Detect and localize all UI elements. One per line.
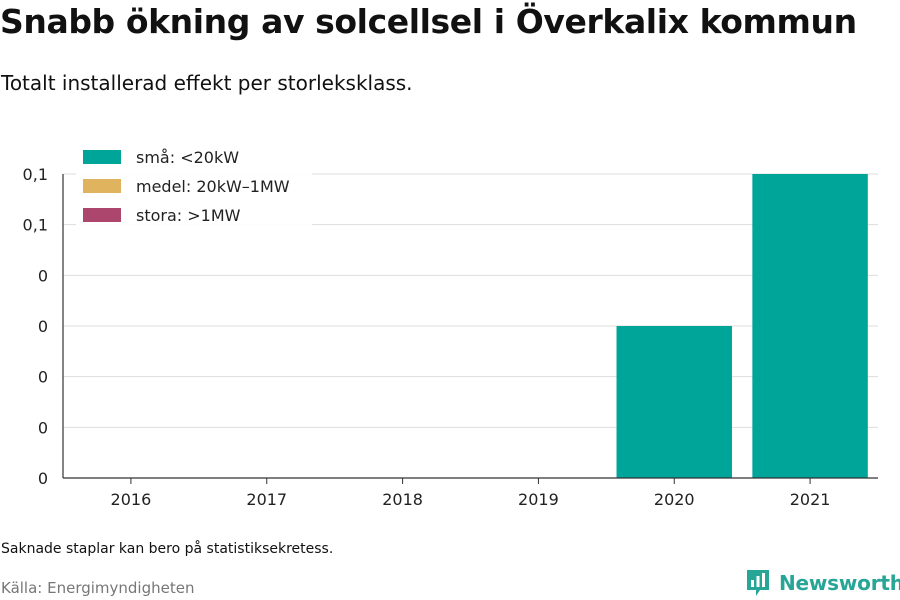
- newsworthy-logo-icon: [747, 570, 769, 596]
- y-tick-label: 0: [38, 368, 48, 387]
- y-tick-label: 0: [38, 266, 48, 285]
- brand-logo: Newsworthy: [745, 567, 900, 599]
- x-tick-label: 2016: [111, 490, 152, 509]
- brand-name: Newsworthy: [779, 571, 900, 595]
- y-tick-label: 0: [38, 418, 48, 437]
- legend-label: stora: >1MW: [136, 206, 241, 225]
- chart-title: Snabb ökning av solcellsel i Överkalix k…: [0, 2, 857, 41]
- legend-swatch: [83, 150, 121, 164]
- legend-swatch: [83, 208, 121, 222]
- y-tick-label: 0: [38, 317, 48, 336]
- chart-subtitle: Totalt installerad effekt per storlekskl…: [1, 71, 413, 95]
- footnote: Saknade staplar kan bero på statistiksek…: [1, 541, 334, 557]
- bars: [616, 174, 868, 478]
- x-tick-label: 2021: [790, 490, 831, 509]
- bar: [616, 326, 732, 478]
- axes: 0 0 0 0 0 0,1 0,1 2016 2017 2018 2019 2020 2021: [23, 165, 878, 509]
- legend: små: <20kW medel: 20kW–1MW stora: >1MW: [76, 142, 312, 228]
- x-tick-label: 2020: [654, 490, 695, 509]
- x-tick-label: 2019: [518, 490, 559, 509]
- legend-label: medel: 20kW–1MW: [136, 177, 290, 196]
- x-tick-label: 2018: [382, 490, 423, 509]
- bar-chart: 0 0 0 0 0 0,1 0,1 2016 2017 2018 2019 2020 2021 små:…: [22, 142, 878, 509]
- legend-label: små: <20kW: [136, 148, 239, 167]
- bar: [752, 174, 868, 478]
- legend-swatch: [83, 179, 121, 193]
- y-tick-label: 0,1: [23, 216, 48, 235]
- source-credit: Källa: Energimyndigheten: [1, 579, 195, 597]
- y-tick-label: 0,1: [23, 165, 48, 184]
- x-tick-label: 2017: [246, 490, 287, 509]
- y-tick-label: 0: [38, 469, 48, 488]
